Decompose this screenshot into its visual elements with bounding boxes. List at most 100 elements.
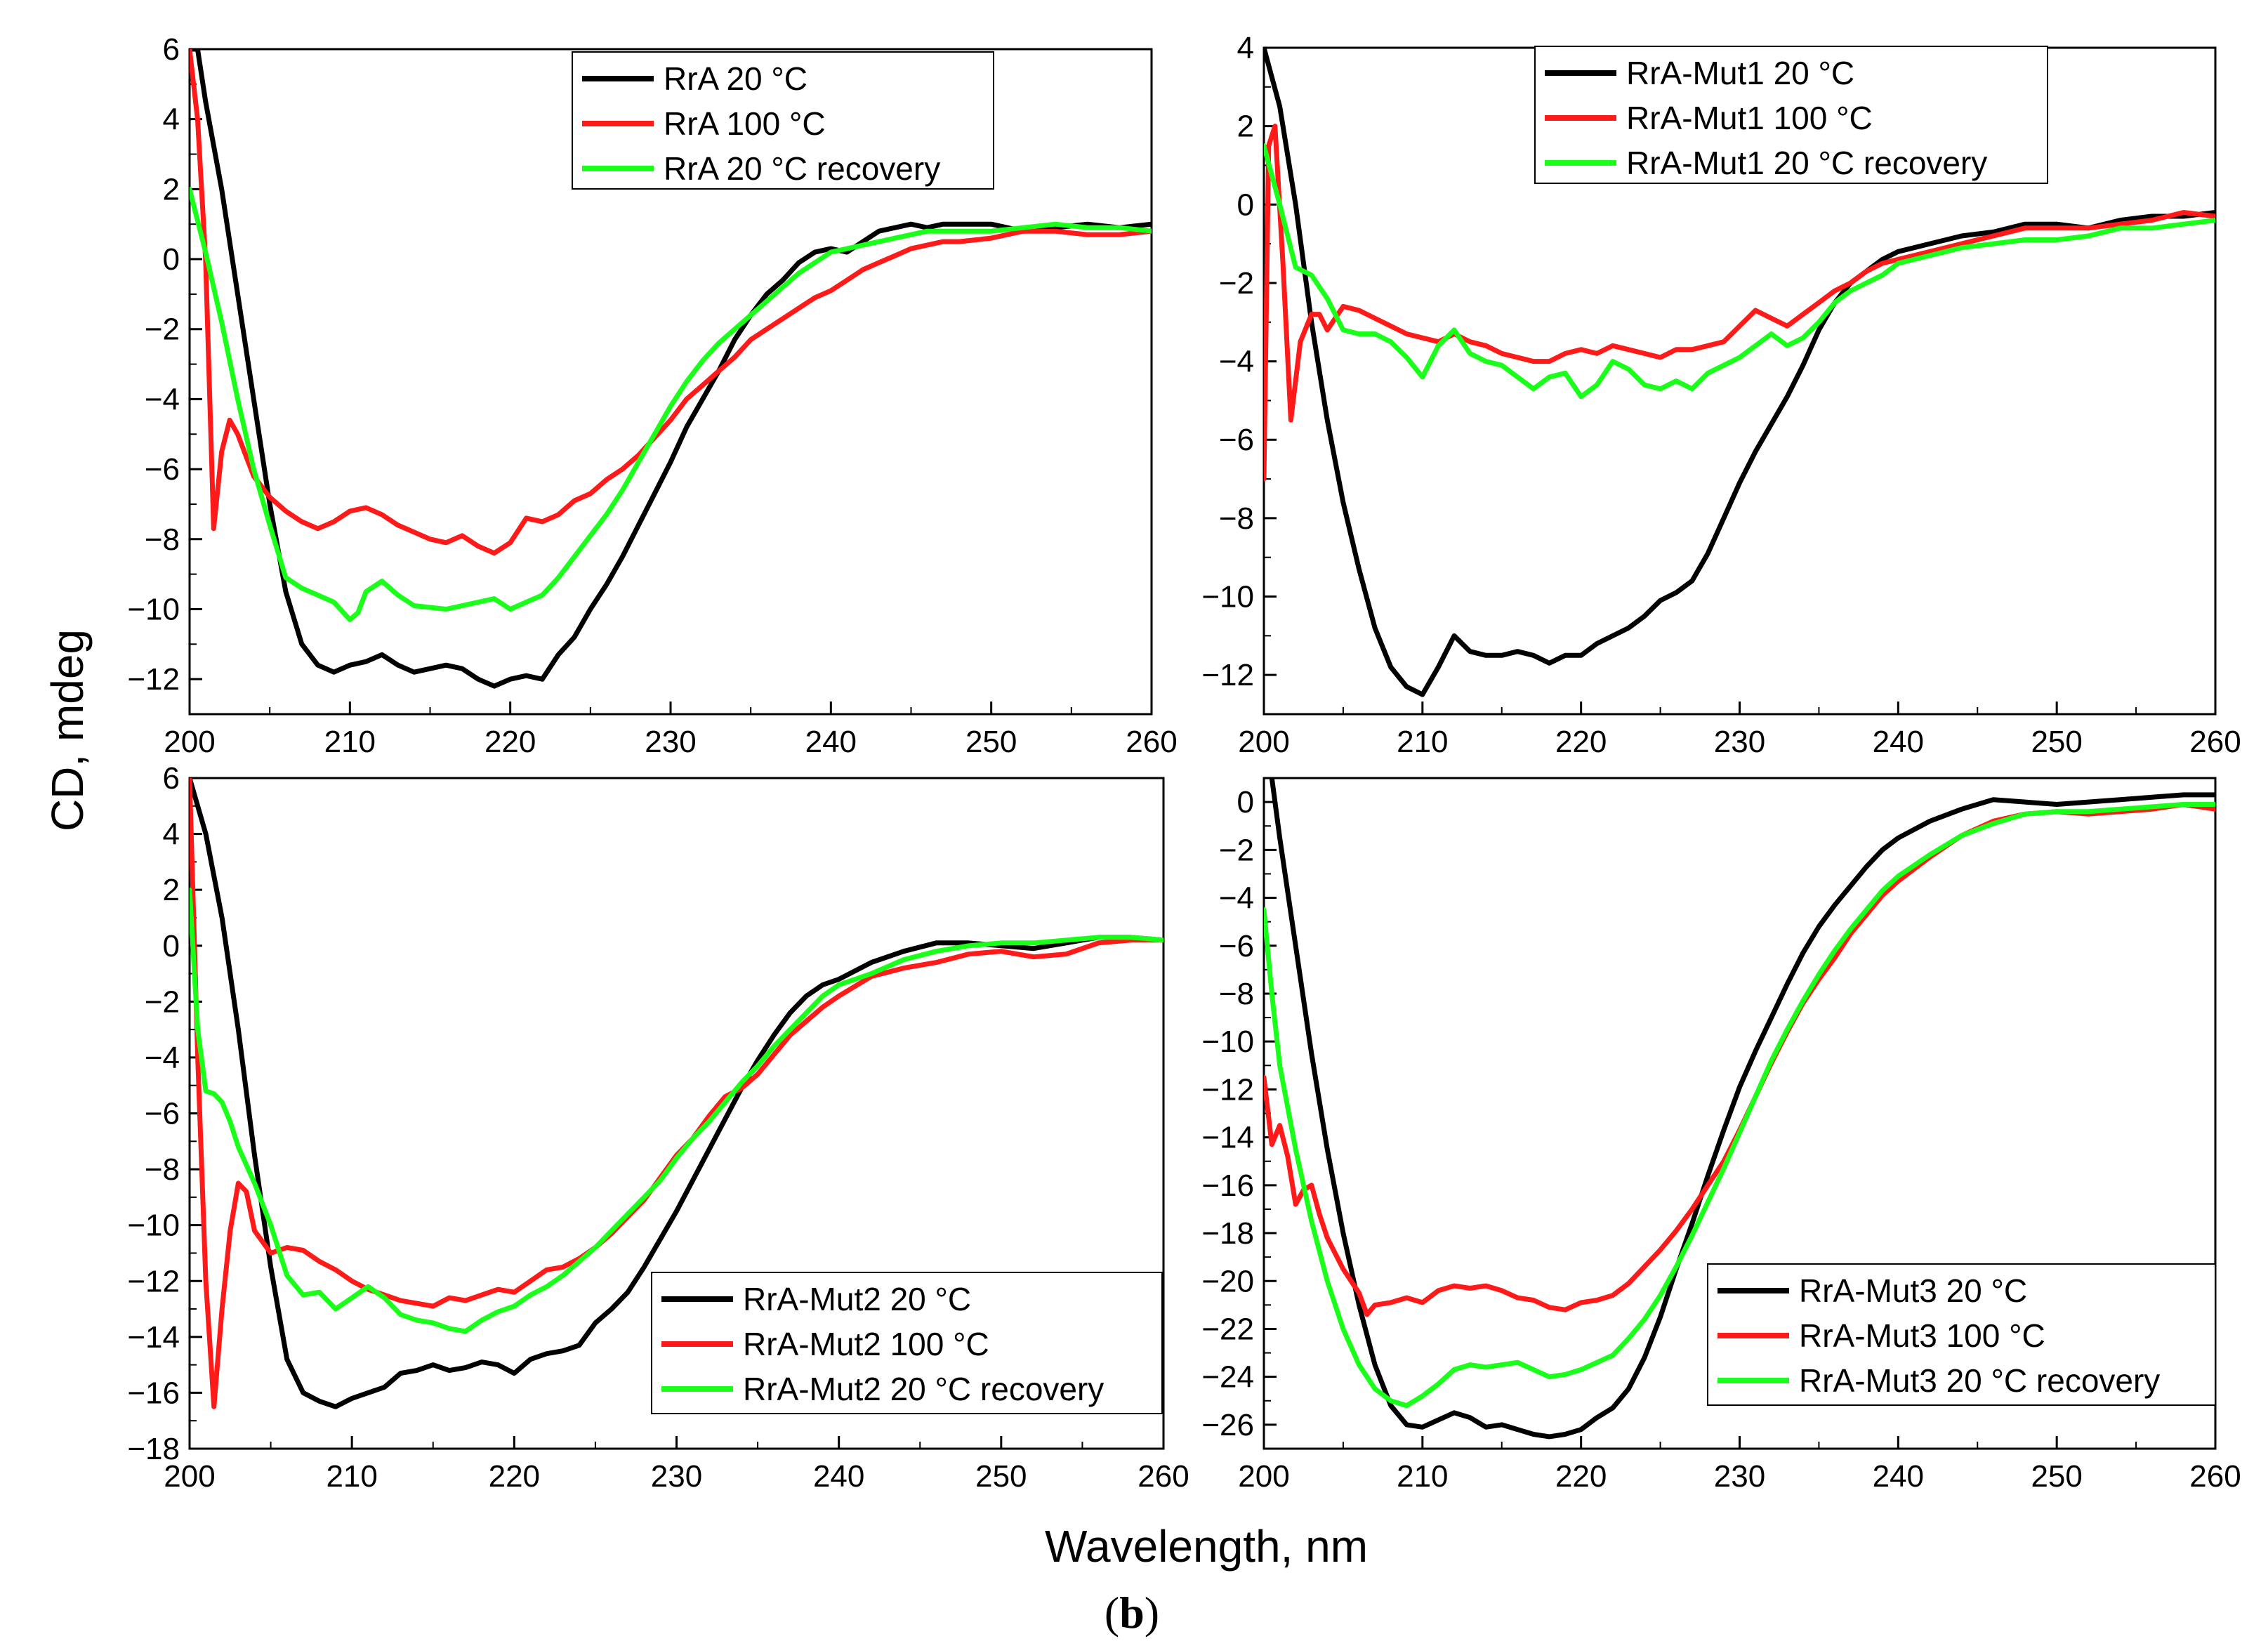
panel-label: (b) — [1105, 1588, 1159, 1638]
x-tick-label: 260 — [2189, 1459, 2241, 1494]
x-tick-label: 260 — [2189, 725, 2241, 759]
y-tick-label: −8 — [1219, 501, 1254, 536]
legend-entry: RrA-Mut1 100 °C — [1626, 100, 1873, 136]
x-tick-label: 240 — [813, 1459, 864, 1494]
x-tick-label: 200 — [1238, 1459, 1289, 1494]
x-tick-label: 210 — [326, 1459, 377, 1494]
x-tick-label: 250 — [2031, 1459, 2082, 1494]
legend-box — [1534, 46, 2048, 184]
x-tick-label: 230 — [651, 1459, 702, 1494]
series-group — [1264, 48, 2215, 697]
y-tick-label: −2 — [145, 312, 180, 347]
y-tick-label: 0 — [163, 242, 180, 277]
x-tick-label: 200 — [164, 725, 215, 759]
y-tick-label: −26 — [1201, 1408, 1254, 1442]
y-tick-label: 0 — [163, 929, 180, 963]
y-tick-label: 6 — [163, 761, 180, 796]
y-tick-label: −6 — [145, 1097, 180, 1131]
y-tick-label: −12 — [127, 1264, 180, 1298]
x-tick-label: 240 — [1873, 725, 1924, 759]
y-tick-label: −4 — [1219, 345, 1254, 379]
series-line-1 — [1269, 778, 2215, 1440]
legend-entry: RrA-Mut3 20 °C recovery — [1799, 1362, 2160, 1399]
x-tick-label: 220 — [484, 725, 536, 759]
x-tick-label: 220 — [1555, 725, 1607, 759]
y-tick-label: −12 — [1201, 658, 1254, 692]
legend-entry: RrA 20 °C recovery — [664, 150, 940, 187]
y-tick-label: −12 — [127, 662, 180, 697]
x-tick-label: 260 — [1126, 725, 1177, 759]
x-tick-label: 250 — [965, 725, 1017, 759]
series-line-2 — [1264, 124, 2215, 482]
chart-panel-2: 200 210 220 230 240 250 260 4 2 0 −2 −4 −6 −8 −10 −12 Rr… — [1201, 31, 2241, 759]
series-group — [190, 49, 1152, 689]
legend: RrA-Mut3 20 °C RrA-Mut3 100 °C RrA-Mut3 20… — [1707, 1263, 2216, 1406]
y-tick-label: −14 — [1201, 1121, 1254, 1155]
x-tick-label: 220 — [1555, 1459, 1607, 1494]
y-tick-label: 0 — [1237, 785, 1254, 819]
y-axis-label: CD, mdeg — [42, 629, 93, 831]
series-line-3 — [190, 186, 1152, 622]
panel-label-open: ( — [1105, 1588, 1119, 1638]
series-line-2 — [190, 778, 1163, 1409]
y-tick-label: −10 — [1201, 580, 1254, 614]
y-tick-label: −24 — [1201, 1360, 1254, 1395]
chart-panel-3: 200 210 220 230 240 250 260 6 4 2 0 −2 −4 −6 −8 −10 −12 −… — [127, 761, 1189, 1494]
series-line-3 — [1264, 802, 2215, 1409]
y-tick-label: −6 — [1219, 929, 1254, 963]
legend-entry: RrA 20 °C — [664, 60, 807, 97]
legend-entry: RrA-Mut3 100 °C — [1799, 1317, 2045, 1354]
y-tick-label: −10 — [1201, 1025, 1254, 1059]
x-tick-label: 230 — [1714, 725, 1765, 759]
y-tick-label: 2 — [163, 873, 180, 907]
x-tick-label: 240 — [805, 725, 857, 759]
y-tick-label: 0 — [1237, 187, 1254, 222]
x-tick-label: 230 — [645, 725, 696, 759]
x-axis-label: Wavelength, nm — [1045, 1521, 1368, 1572]
legend-entry: RrA-Mut1 20 °C — [1626, 55, 1854, 91]
y-tick-label: −10 — [127, 1209, 180, 1243]
y-tick-label: −22 — [1201, 1312, 1254, 1346]
y-tick-label: −10 — [127, 592, 180, 626]
x-tick-label: 220 — [489, 1459, 540, 1494]
series-line-3 — [190, 887, 1163, 1334]
x-tick-label: 230 — [1714, 1459, 1765, 1494]
y-tick-label: −16 — [1201, 1168, 1254, 1203]
x-tick-label: 240 — [1873, 1459, 1924, 1494]
x-tick-label: 210 — [1397, 1459, 1448, 1494]
legend-box — [651, 1272, 1163, 1414]
series-line-3 — [1264, 143, 2215, 400]
series-line-1 — [190, 778, 1163, 1409]
x-tick-label: 200 — [164, 1459, 215, 1494]
y-tick-label: −6 — [145, 452, 180, 487]
x-tick-label: 210 — [1397, 725, 1448, 759]
y-tick-label: −4 — [1219, 881, 1254, 916]
y-tick-label: −12 — [1201, 1072, 1254, 1107]
y-tick-label: 4 — [163, 103, 180, 137]
y-tick-label: −18 — [127, 1432, 180, 1466]
panels: 200 210 220 230 240 250 2606420−2−4−6−8−10−12R… — [127, 31, 2241, 1494]
x-tick-label: 260 — [1138, 1459, 1189, 1494]
x-tick-label: 250 — [975, 1459, 1027, 1494]
y-tick-label: 2 — [1237, 110, 1254, 144]
y-tick-label: −2 — [1219, 833, 1254, 867]
y-tick-label: −2 — [1219, 266, 1254, 301]
legend-entry: RrA 100 °C — [664, 105, 826, 142]
y-tick-label: 4 — [1237, 31, 1254, 65]
y-tick-label: −4 — [145, 1041, 180, 1075]
series-group — [1264, 778, 2215, 1440]
y-tick-label: −14 — [127, 1320, 180, 1355]
series-group — [190, 778, 1163, 1409]
y-tick-label: 4 — [163, 817, 180, 852]
legend: RrA-Mut1 20 °C RrA-Mut1 100 °C RrA-Mut1 20… — [1534, 46, 2048, 184]
legend: RrA 20 °C RrA 100 °C RrA 20 °C recovery — [572, 51, 994, 190]
y-tick-label: −2 — [145, 985, 180, 1019]
panel-label-close: ) — [1145, 1588, 1159, 1638]
y-tick-label: −8 — [145, 1152, 180, 1187]
legend-entry: RrA-Mut2 20 °C recovery — [743, 1371, 1104, 1407]
series-line-2 — [190, 49, 1152, 556]
x-tick-label: 210 — [324, 725, 376, 759]
series-line-1 — [190, 49, 1152, 689]
legend: RrA-Mut2 20 °C RrA-Mut2 100 °C RrA-Mut2 20… — [651, 1272, 1163, 1414]
